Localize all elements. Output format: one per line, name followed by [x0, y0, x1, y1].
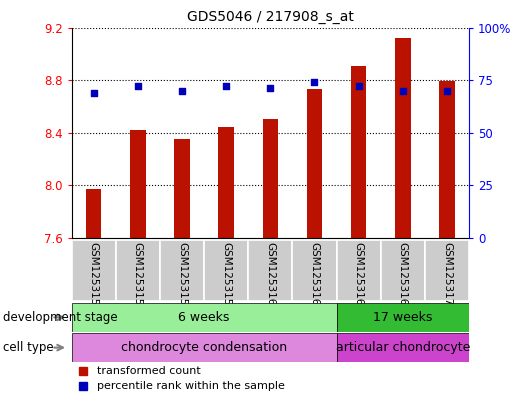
Text: GSM1253168: GSM1253168	[354, 242, 364, 312]
Bar	[116, 240, 160, 301]
Bar	[307, 89, 322, 238]
Text: GSM1253156: GSM1253156	[89, 242, 99, 312]
Text: GSM1253159: GSM1253159	[221, 242, 231, 312]
Text: percentile rank within the sample: percentile rank within the sample	[98, 380, 285, 391]
Bar	[381, 240, 425, 301]
Title: GDS5046 / 217908_s_at: GDS5046 / 217908_s_at	[187, 10, 354, 24]
Text: 6 weeks: 6 weeks	[179, 311, 229, 324]
Text: chondrocyte condensation: chondrocyte condensation	[121, 341, 287, 354]
Bar	[130, 130, 146, 238]
Point	[266, 85, 275, 92]
Bar	[72, 240, 116, 301]
Text: transformed count: transformed count	[98, 365, 201, 376]
Bar	[262, 119, 278, 238]
Point	[90, 90, 98, 96]
Bar	[174, 139, 190, 238]
Bar	[204, 240, 248, 301]
Point	[399, 87, 407, 94]
Text: GSM1253170: GSM1253170	[442, 242, 452, 311]
Bar	[248, 240, 293, 301]
Point	[443, 87, 451, 94]
Bar	[337, 333, 469, 362]
Text: GSM1253161: GSM1253161	[310, 242, 320, 312]
Text: development stage: development stage	[3, 311, 117, 324]
Text: 17 weeks: 17 weeks	[373, 311, 432, 324]
Point	[134, 83, 142, 90]
Bar	[72, 333, 337, 362]
Bar	[337, 240, 381, 301]
Text: cell type: cell type	[3, 341, 54, 354]
Text: GSM1253169: GSM1253169	[398, 242, 408, 312]
Text: GSM1253157: GSM1253157	[133, 242, 143, 312]
Bar	[160, 240, 204, 301]
Bar	[425, 240, 469, 301]
Bar	[395, 38, 411, 238]
Bar	[293, 240, 337, 301]
Bar	[337, 303, 469, 332]
Point	[222, 83, 231, 90]
Text: GSM1253158: GSM1253158	[177, 242, 187, 312]
Bar	[351, 66, 366, 238]
Point	[355, 83, 363, 90]
Text: articular chondrocyte: articular chondrocyte	[335, 341, 470, 354]
Text: GSM1253160: GSM1253160	[266, 242, 275, 311]
Bar	[72, 303, 337, 332]
Bar	[86, 189, 101, 238]
Bar	[218, 127, 234, 238]
Point	[178, 87, 186, 94]
Point	[310, 79, 319, 85]
Bar	[439, 81, 455, 238]
